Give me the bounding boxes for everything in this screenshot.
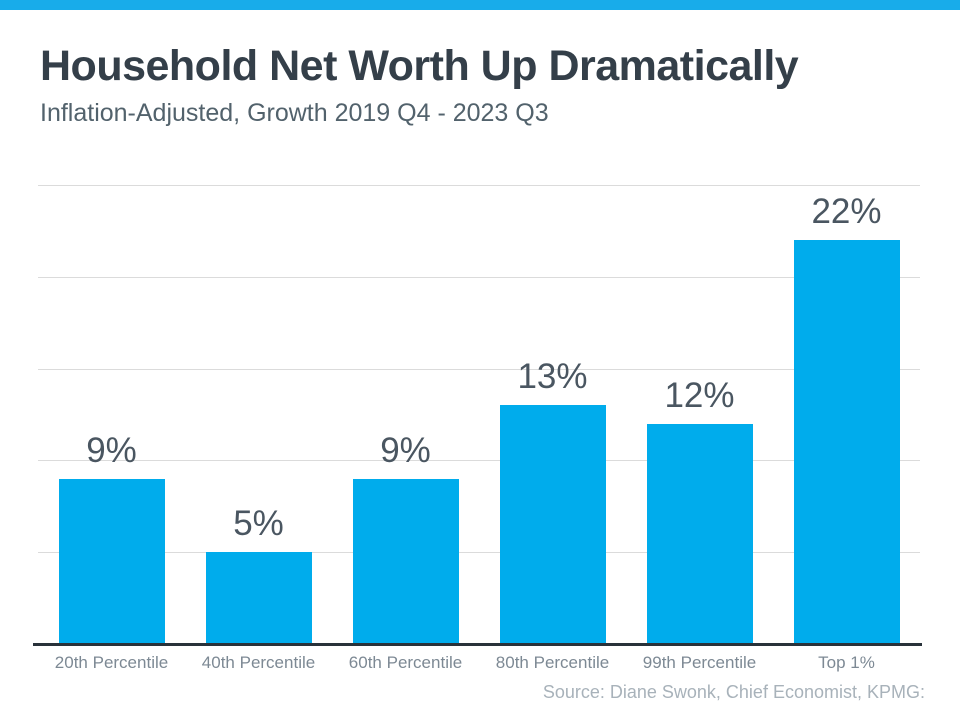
chart-title: Household Net Worth Up Dramatically (40, 42, 799, 90)
bar-value-label: 9% (380, 430, 431, 470)
bar-category-label: Top 1% (818, 653, 875, 672)
bar-category-label: 60th Percentile (348, 653, 463, 672)
bar-20th-percentile (58, 478, 165, 643)
bar-value-label: 13% (517, 357, 588, 397)
gridline (38, 185, 920, 186)
bar-40th-percentile (205, 552, 312, 643)
bar-category-label: 20th Percentile (54, 653, 169, 672)
source-attribution: Source: Diane Swonk, Chief Economist, KP… (542, 682, 925, 702)
bar-99th-percentile (646, 423, 753, 643)
bar-top-1- (793, 240, 900, 643)
top-accent-bar (0, 0, 960, 10)
gridline (38, 368, 920, 370)
gridline (38, 276, 920, 278)
bar-value-label: 12% (664, 375, 735, 415)
chart-subtitle: Inflation-Adjusted, Growth 2019 Q4 - 202… (40, 99, 549, 127)
bar-value-label: 22% (811, 192, 882, 232)
bar-value-label: 5% (233, 504, 284, 544)
bar-category-label: 99th Percentile (642, 653, 757, 672)
bar-80th-percentile (499, 405, 606, 643)
bar-category-label: 40th Percentile (201, 653, 316, 672)
x-axis-line (33, 643, 922, 646)
bar-category-label: 80th Percentile (495, 653, 610, 672)
gridline (38, 460, 920, 462)
gridline (38, 552, 920, 554)
bar-value-label: 9% (86, 430, 137, 470)
bar-60th-percentile (352, 478, 459, 643)
